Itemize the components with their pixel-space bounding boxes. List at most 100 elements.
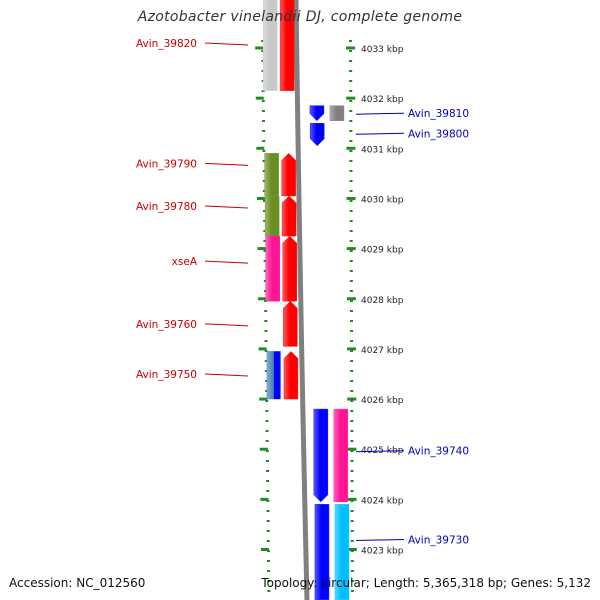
inner-tick: [263, 290, 267, 292]
inner-tick: [262, 130, 266, 132]
left-label-leader: [204, 205, 249, 209]
outer-tick: [349, 220, 353, 222]
major-tick-outer: [346, 196, 356, 200]
right-label-leader: [355, 538, 405, 541]
outer-tick: [349, 120, 353, 122]
outer-tick: [349, 40, 353, 42]
major-tick-inner: [257, 247, 266, 251]
inner-tick: [264, 340, 268, 342]
inner-tick: [263, 270, 267, 272]
inner-tick: [265, 450, 269, 452]
inner-tick: [263, 210, 267, 212]
outer-tick: [349, 160, 353, 162]
outer-tick: [349, 300, 353, 302]
inner-tick: [266, 540, 270, 542]
outer-tick: [350, 570, 354, 572]
inner-tick: [262, 120, 266, 122]
outer-tick: [350, 590, 354, 592]
outer-tick: [349, 80, 353, 82]
reverse-gene-Avin_39750-inner: [273, 351, 280, 400]
major-tick-inner: [259, 447, 268, 451]
forward-cds-Avin_39810: [309, 105, 325, 122]
major-tick-outer: [346, 96, 356, 100]
inner-tick: [263, 220, 267, 222]
topology-text: Topology: circular; Length: 5,365,318 bp…: [261, 576, 591, 590]
inner-tick: [261, 90, 265, 92]
reverse-gene-track: [262, 0, 278, 91]
outer-tick: [350, 560, 354, 562]
outer-tick: [349, 70, 353, 72]
inner-tick: [262, 190, 266, 192]
outer-tick: [349, 230, 353, 232]
forward-cds-Avin_39740: [313, 408, 329, 503]
inner-tick: [261, 100, 265, 102]
outer-tick: [350, 480, 354, 482]
inner-tick: [264, 360, 268, 362]
inner-tick: [265, 420, 269, 422]
outer-tick: [349, 90, 353, 92]
major-tick-inner: [260, 497, 269, 501]
forward-gene-Avin_39740: [333, 408, 349, 503]
reverse-gene-Avin_39780: [264, 195, 280, 237]
reverse-cds-Avin_39780: [281, 195, 297, 237]
left-gene-label: Avin_39790: [136, 158, 197, 170]
outer-tick: [350, 510, 354, 512]
outer-tick: [349, 240, 353, 242]
outer-tick: [350, 430, 354, 432]
outer-tick: [350, 360, 354, 362]
inner-tick: [265, 460, 269, 462]
outer-tick: [350, 390, 354, 392]
inner-tick: [267, 560, 271, 562]
outer-tick: [350, 490, 354, 492]
outer-tick: [349, 280, 353, 282]
outer-tick: [350, 380, 354, 382]
outer-tick: [350, 340, 354, 342]
inner-tick: [263, 280, 267, 282]
reverse-cds-track: [279, 0, 295, 91]
reverse-cds-Avin_39760: [283, 300, 298, 347]
outer-tick: [349, 200, 353, 202]
reverse-gene-Avin_39790: [264, 153, 279, 197]
left-label-leader: [204, 42, 249, 46]
inner-tick: [264, 330, 268, 332]
inner-tick: [265, 440, 269, 442]
inner-tick: [266, 530, 270, 532]
major-tick-inner: [258, 347, 267, 351]
inner-tick: [266, 510, 270, 512]
outer-tick: [349, 180, 353, 182]
inner-tick: [262, 200, 266, 202]
scale-label: 4026 kbp: [361, 396, 404, 406]
major-tick-outer: [347, 397, 357, 401]
inner-tick: [267, 570, 271, 572]
left-label-leader: [204, 162, 249, 166]
outer-tick: [350, 530, 354, 532]
major-tick-inner: [256, 196, 265, 200]
major-tick-outer: [346, 247, 356, 251]
outer-tick: [349, 50, 353, 52]
scale-label: 4033 kbp: [361, 45, 404, 55]
inner-tick: [263, 240, 267, 242]
left-label-leader: [204, 373, 249, 377]
outer-tick: [350, 460, 354, 462]
major-tick-inner: [256, 146, 265, 150]
outer-tick: [349, 110, 353, 112]
reverse-gene-xseA: [265, 235, 280, 302]
reverse-cds-Avin_39750: [283, 351, 299, 400]
major-tick-outer: [346, 297, 356, 301]
outer-tick: [349, 270, 353, 272]
outer-tick: [350, 580, 354, 582]
outer-tick: [349, 260, 353, 262]
left-gene-label: xseA: [172, 256, 198, 268]
reverse-cds-Avin_39790: [281, 152, 296, 197]
left-gene-label: Avin_39760: [136, 319, 197, 331]
outer-tick: [350, 540, 354, 542]
inner-tick: [262, 140, 266, 142]
left-label-leader: [204, 260, 249, 264]
outer-tick: [349, 130, 353, 132]
outer-tick: [349, 320, 353, 322]
outer-tick: [350, 520, 354, 522]
outer-tick: [350, 450, 354, 452]
outer-tick: [350, 350, 354, 352]
major-tick-outer: [347, 548, 357, 551]
outer-tick: [349, 290, 353, 292]
